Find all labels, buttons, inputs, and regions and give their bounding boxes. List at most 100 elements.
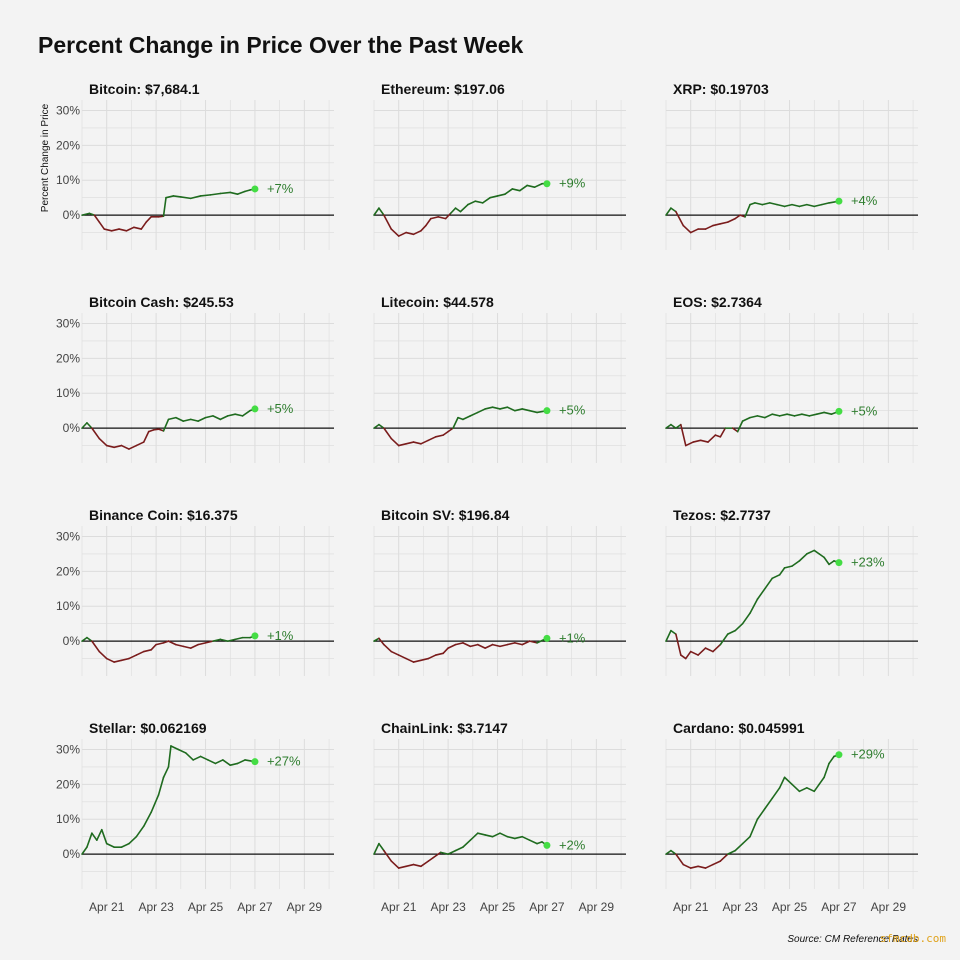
panel-6-series-segment bbox=[786, 413, 796, 417]
panel-2-series-segment bbox=[454, 207, 462, 213]
panel-10-x-tick-label: Apr 27 bbox=[237, 900, 273, 914]
panel-6-series-segment bbox=[801, 413, 811, 417]
panel-8-series-segment bbox=[405, 657, 415, 663]
panel-11-series-segment bbox=[462, 839, 472, 848]
panel-11-series-segment bbox=[378, 842, 385, 852]
panel-4-series-segment bbox=[234, 413, 244, 417]
panel-7-series-segment bbox=[167, 640, 177, 646]
panel-10-series-segment bbox=[236, 759, 246, 765]
panel-5-series-segment bbox=[452, 416, 459, 429]
panel-6-series-segment bbox=[692, 439, 702, 443]
panel-12-series-segment bbox=[823, 762, 830, 779]
panel-2-series-segment bbox=[430, 216, 440, 220]
panel-8-endpoint-marker bbox=[543, 634, 551, 642]
panel-9-series-segment bbox=[783, 565, 793, 569]
panel-4-series-segment bbox=[128, 444, 138, 450]
panel-11-series-segment bbox=[439, 851, 449, 855]
panel-5-series-segment bbox=[405, 441, 415, 445]
panel-4-series-segment bbox=[226, 413, 236, 417]
panel-1-series-segment bbox=[162, 196, 167, 217]
panel-6-title: EOS: $2.7364 bbox=[673, 294, 762, 310]
panel-6-series-segment bbox=[665, 423, 672, 429]
panel-12-series-segment bbox=[756, 807, 766, 821]
panel-12-series-segment bbox=[771, 787, 781, 800]
panel-1-series-segment bbox=[209, 192, 222, 196]
panel-10-series-segment bbox=[142, 811, 152, 828]
panel-8-series-segment bbox=[412, 659, 422, 663]
panel-10-series-segment bbox=[81, 846, 88, 855]
panel-3-series-segment bbox=[754, 202, 764, 206]
panel-7-series-segment bbox=[197, 642, 207, 646]
panel-3-title: XRP: $0.19703 bbox=[673, 81, 769, 97]
panel-4-series-segment bbox=[212, 415, 222, 421]
panel-10-series-segment bbox=[207, 759, 217, 765]
panel-11-x-tick-label: Apr 25 bbox=[480, 900, 516, 914]
panel-1-y-tick-label: 30% bbox=[56, 103, 80, 117]
panel-10-title: Stellar: $0.062169 bbox=[89, 720, 207, 736]
panel-12-end-label: +29% bbox=[851, 747, 885, 762]
panel-3-series-segment bbox=[739, 214, 746, 218]
panel-12-series-segment bbox=[734, 842, 744, 852]
panel-7-series-segment bbox=[105, 657, 115, 663]
panel-1-title: Bitcoin: $7,684.1 bbox=[89, 81, 200, 97]
panel-4-series-segment bbox=[219, 415, 229, 421]
panel-9-series-segment bbox=[704, 647, 714, 653]
panel-8-series-segment bbox=[454, 642, 464, 646]
panel-4-end-label: +5% bbox=[267, 401, 294, 416]
panel-11-x-tick-label: Apr 23 bbox=[430, 900, 466, 914]
panel-7-series-segment bbox=[155, 642, 165, 646]
panel-8-series-segment bbox=[528, 640, 538, 644]
panel-10-y-tick-label: 0% bbox=[63, 847, 81, 861]
panel-9-series-segment bbox=[697, 647, 707, 656]
panel-1-series-segment bbox=[81, 212, 91, 216]
panel-2-series-segment bbox=[425, 217, 432, 227]
panel-8-series-segment bbox=[521, 640, 531, 646]
panel-7-endpoint-marker bbox=[251, 632, 259, 640]
panel-10-series-segment bbox=[170, 745, 180, 751]
panel-10-y-tick-label: 20% bbox=[56, 777, 80, 791]
panel-10-series-segment bbox=[192, 755, 202, 761]
panel-10-x-tick-label: Apr 23 bbox=[138, 900, 174, 914]
panel-6-series-segment bbox=[756, 415, 766, 419]
panel-8-series-segment bbox=[514, 642, 524, 646]
panel-3-series-segment bbox=[749, 202, 756, 206]
panel-1-series-segment bbox=[229, 191, 239, 195]
panel-12-x-tick-label: Apr 27 bbox=[821, 900, 857, 914]
panel-7-series-segment bbox=[135, 650, 145, 656]
panel-1-series-segment bbox=[236, 190, 246, 195]
panel-11-series-segment bbox=[476, 832, 486, 836]
panel-1-series-segment bbox=[172, 195, 182, 198]
panel-6-series-segment bbox=[670, 423, 677, 429]
panel-9-series-segment bbox=[823, 556, 830, 566]
panel-8-series-segment bbox=[434, 652, 444, 656]
panel-12-series-segment bbox=[749, 818, 759, 838]
panel-2-series-segment bbox=[444, 212, 452, 220]
panel-7-y-tick-label: 30% bbox=[56, 529, 80, 543]
panel-8-series-segment bbox=[506, 642, 516, 646]
panel-10-y-tick-label: 10% bbox=[56, 812, 80, 826]
panel-9-series-segment bbox=[806, 549, 816, 555]
panel-2-series-segment bbox=[526, 184, 536, 189]
panel-5-series-segment bbox=[447, 427, 454, 433]
panel-1-series-segment bbox=[118, 228, 128, 232]
panel-11-series-segment bbox=[454, 846, 464, 852]
panel-5-series-segment bbox=[457, 416, 464, 421]
panel-1-series-segment bbox=[145, 216, 152, 223]
panel-10-x-tick-label: Apr 29 bbox=[287, 900, 323, 914]
panel-10-series-segment bbox=[96, 828, 103, 841]
panel-8-end-label: +1% bbox=[559, 630, 586, 645]
panel-11-title: ChainLink: $3.7147 bbox=[381, 720, 508, 736]
panel-12-series-segment bbox=[783, 776, 793, 786]
panel-10-end-label: +27% bbox=[267, 754, 301, 769]
panel-7-series-segment bbox=[113, 659, 123, 663]
panel-12-x-tick-label: Apr 25 bbox=[772, 900, 808, 914]
panel-12-series-segment bbox=[726, 849, 736, 855]
panel-11-series-segment bbox=[412, 863, 422, 868]
panel-11-series-segment bbox=[447, 849, 457, 855]
panel-12-x-tick-label: Apr 29 bbox=[871, 900, 907, 914]
panel-5-series-segment bbox=[420, 439, 430, 445]
panel-4-series-segment bbox=[189, 418, 199, 422]
panel-9-series-segment bbox=[680, 654, 687, 660]
panel-9-series-segment bbox=[756, 587, 766, 601]
panel-9-series-segment bbox=[689, 650, 699, 656]
